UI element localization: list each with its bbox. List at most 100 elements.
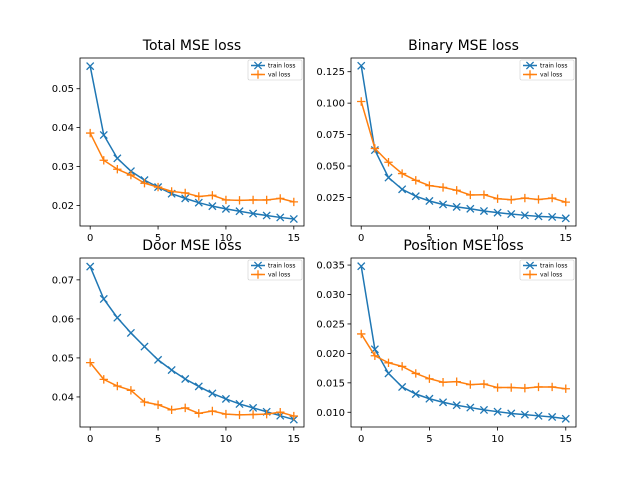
data-point bbox=[438, 378, 448, 387]
y-tick-label: 0.075 bbox=[316, 130, 345, 141]
chart-title: Position MSE loss bbox=[403, 238, 523, 254]
data-point bbox=[126, 170, 136, 180]
data-point bbox=[357, 329, 366, 339]
data-point bbox=[181, 403, 190, 413]
data-point bbox=[99, 375, 108, 384]
x-tick-label: 0 bbox=[87, 233, 93, 244]
y-tick-label: 0.015 bbox=[316, 378, 345, 389]
y-tick-label: 0.030 bbox=[316, 290, 345, 301]
data-point bbox=[86, 262, 95, 271]
data-point bbox=[221, 409, 231, 419]
data-point bbox=[411, 369, 420, 378]
data-point bbox=[520, 383, 530, 393]
subplot-1: Total MSE loss 0 5 10 15 0.02 0.03 0.04 0.05 trai… bbox=[52, 38, 305, 244]
data-point bbox=[438, 183, 448, 192]
data-point bbox=[208, 406, 217, 416]
data-point bbox=[384, 358, 393, 368]
data-point bbox=[520, 410, 529, 419]
data-point bbox=[425, 394, 434, 403]
data-point bbox=[113, 313, 122, 322]
data-point bbox=[194, 198, 203, 207]
data-point bbox=[248, 410, 258, 419]
data-point bbox=[493, 194, 502, 203]
data-point bbox=[140, 342, 149, 351]
data-point bbox=[370, 144, 380, 153]
data-point bbox=[384, 369, 393, 378]
legend-label: val loss bbox=[268, 272, 290, 279]
data-point bbox=[289, 197, 299, 207]
legend-marker bbox=[253, 270, 263, 279]
y-tick-label: 0.020 bbox=[316, 349, 345, 360]
series-val-loss bbox=[357, 329, 570, 393]
y-tick-label: 0.03 bbox=[52, 162, 74, 173]
data-point bbox=[289, 411, 299, 421]
subplot-2: Binary MSE loss 0 5 10 15 0.025 0.050 0.075 0.10… bbox=[316, 38, 577, 244]
x-tick-label: 15 bbox=[287, 434, 300, 445]
data-point bbox=[561, 197, 570, 207]
data-point bbox=[221, 394, 230, 403]
data-point bbox=[438, 200, 448, 209]
data-point bbox=[126, 386, 136, 395]
legend: train loss val loss bbox=[519, 259, 575, 281]
legend-label: train loss bbox=[268, 63, 295, 70]
data-point bbox=[113, 154, 122, 163]
data-point bbox=[249, 209, 258, 218]
legend-label: train loss bbox=[268, 263, 295, 270]
data-point bbox=[181, 374, 190, 384]
data-point bbox=[493, 407, 502, 416]
y-tick-label: 0.050 bbox=[316, 162, 345, 173]
data-point bbox=[208, 389, 217, 398]
x-tick-label: 5 bbox=[426, 233, 432, 244]
axes-frame bbox=[350, 257, 577, 428]
data-point bbox=[493, 383, 502, 392]
data-point bbox=[357, 97, 366, 106]
series-line bbox=[89, 266, 295, 421]
data-point bbox=[126, 328, 135, 337]
series-line bbox=[360, 101, 566, 203]
data-point bbox=[167, 187, 176, 196]
data-point bbox=[561, 414, 570, 423]
chart-title: Binary MSE loss bbox=[408, 38, 519, 54]
data-point bbox=[397, 362, 407, 371]
axes-frame bbox=[79, 257, 305, 428]
data-point bbox=[411, 389, 420, 399]
legend: train loss val loss bbox=[519, 59, 575, 81]
legend: train loss val loss bbox=[247, 59, 303, 81]
data-point bbox=[113, 165, 122, 174]
data-point bbox=[479, 405, 489, 414]
data-point bbox=[181, 194, 190, 203]
data-point bbox=[534, 411, 543, 420]
legend-label: train loss bbox=[540, 263, 567, 270]
data-point bbox=[167, 405, 176, 415]
data-point bbox=[479, 379, 489, 389]
y-tick-label: 0.04 bbox=[52, 123, 74, 134]
series-val-loss bbox=[85, 358, 299, 421]
data-point bbox=[167, 365, 176, 375]
data-point bbox=[466, 204, 475, 213]
data-point bbox=[85, 128, 95, 138]
data-point bbox=[194, 192, 203, 201]
chart-title: Door MSE loss bbox=[142, 238, 241, 254]
y-tick-label: 0.125 bbox=[316, 67, 345, 78]
series-line bbox=[89, 362, 295, 417]
series-val-loss bbox=[85, 128, 299, 207]
data-point bbox=[99, 130, 108, 140]
legend-marker bbox=[253, 70, 263, 79]
legend: train loss val loss bbox=[247, 259, 303, 281]
y-tick-label: 0.025 bbox=[316, 319, 345, 330]
data-point bbox=[357, 61, 366, 70]
series-train-loss bbox=[357, 61, 570, 223]
y-tick-label: 0.05 bbox=[52, 84, 74, 95]
x-tick-label: 0 bbox=[358, 233, 364, 244]
data-point bbox=[276, 194, 285, 203]
data-point bbox=[262, 195, 271, 205]
data-point bbox=[235, 399, 244, 409]
data-point bbox=[479, 190, 489, 199]
series-line bbox=[360, 266, 566, 420]
data-point bbox=[520, 193, 530, 203]
series-line bbox=[89, 132, 295, 203]
y-tick-label: 0.010 bbox=[316, 408, 345, 419]
y-tick-label: 0.100 bbox=[316, 99, 345, 110]
data-point bbox=[99, 294, 108, 304]
legend-label: val loss bbox=[540, 272, 562, 279]
